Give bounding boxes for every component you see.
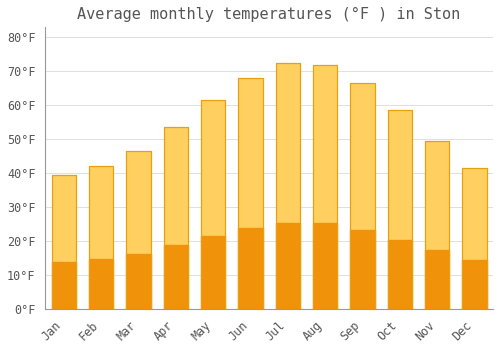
Bar — [52, 262, 76, 309]
Bar — [388, 239, 412, 309]
Bar — [89, 167, 114, 309]
Bar — [52, 175, 76, 309]
Bar — [388, 111, 412, 309]
Bar — [164, 127, 188, 309]
Bar — [350, 83, 374, 309]
Bar — [89, 167, 114, 309]
Bar — [276, 63, 300, 309]
Bar — [425, 250, 449, 309]
Bar — [52, 175, 76, 309]
Bar — [201, 236, 226, 309]
Bar — [425, 141, 449, 309]
Bar — [425, 141, 449, 309]
Bar — [313, 224, 337, 309]
Bar — [201, 100, 226, 309]
Bar — [313, 65, 337, 309]
Bar — [313, 65, 337, 309]
Bar — [350, 83, 374, 309]
Bar — [238, 228, 262, 309]
Bar — [462, 168, 486, 309]
Bar — [89, 259, 114, 309]
Bar — [462, 260, 486, 309]
Bar — [238, 78, 262, 309]
Bar — [164, 127, 188, 309]
Bar — [388, 111, 412, 309]
Bar — [462, 168, 486, 309]
Bar — [201, 100, 226, 309]
Bar — [350, 230, 374, 309]
Bar — [126, 254, 150, 309]
Bar — [126, 151, 150, 309]
Bar — [238, 78, 262, 309]
Bar — [276, 63, 300, 309]
Title: Average monthly temperatures (°F ) in Ston: Average monthly temperatures (°F ) in St… — [78, 7, 460, 22]
Bar — [164, 245, 188, 309]
Bar — [276, 223, 300, 309]
Bar — [126, 151, 150, 309]
